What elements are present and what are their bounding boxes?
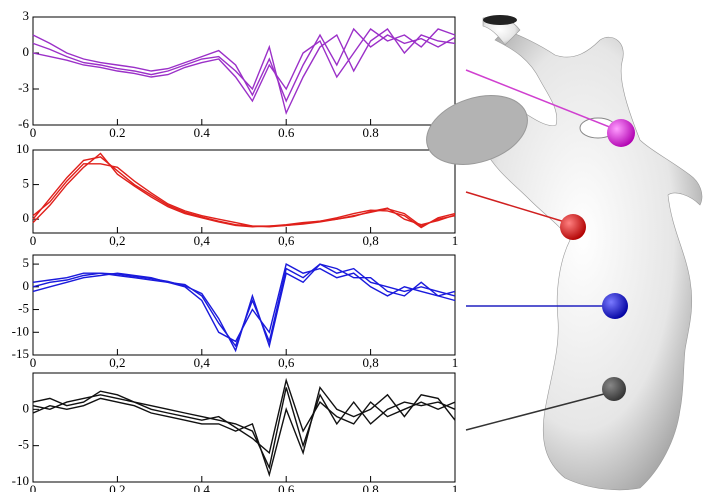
plot-panel: -15 -10 -5 0 5 0 0,2 0,4 0,6 0,8 1 [12, 255, 459, 370]
x-tick-label: 0,8 [362, 355, 378, 370]
x-tick-label: 0.8 [362, 125, 378, 140]
plot-frame [33, 17, 455, 125]
plot-panel: -10 -5 0 0 0.2 0.4 0.6 0.8 1 [12, 373, 459, 492]
data-line [33, 380, 455, 453]
data-line [33, 388, 455, 475]
data-line [33, 264, 455, 350]
vessel-body [485, 30, 702, 490]
vessel-render [418, 15, 702, 490]
x-tick-label: 0,4 [194, 355, 211, 370]
x-tick-label: 1 [452, 482, 459, 492]
probe-sphere [560, 214, 586, 240]
figure: -6-30300.20.40.60.81051000,20,40,60,81-1… [0, 0, 707, 492]
x-tick-label: 0 [30, 482, 37, 492]
plot-frame [33, 255, 455, 355]
y-tick-label: 0 [23, 44, 30, 59]
y-tick-label: 10 [16, 141, 29, 156]
y-tick-label: 0 [23, 210, 30, 225]
y-tick-label: -5 [18, 437, 29, 452]
plot-panel: 0 5 10 0 0,2 0,4 0,6 0,8 1 [16, 141, 458, 248]
plot-frame [33, 150, 455, 233]
x-tick-label: 0.8 [362, 482, 378, 492]
y-tick-label: 3 [23, 8, 30, 23]
y-tick-label: 5 [23, 176, 30, 191]
vessel-top-opening [483, 15, 517, 25]
x-tick-label: 1 [452, 233, 459, 248]
x-tick-label: 0 [30, 355, 37, 370]
probe-sphere [602, 377, 626, 401]
charts: -6-30300.20.40.60.81051000,20,40,60,81-1… [12, 8, 459, 492]
y-tick-label: -5 [18, 301, 29, 316]
data-line [33, 157, 455, 226]
x-tick-label: 0 [30, 233, 37, 248]
x-tick-label: 0,2 [109, 233, 125, 248]
x-tick-label: 1 [452, 355, 459, 370]
x-tick-label: 0,4 [194, 233, 211, 248]
x-tick-label: 0.2 [109, 482, 125, 492]
probe-sphere [607, 119, 635, 147]
y-tick-label: 5 [23, 255, 30, 270]
y-tick-label: -6 [18, 116, 29, 131]
probe-sphere [602, 293, 628, 319]
y-tick-label: 0 [23, 400, 30, 415]
x-tick-label: 0 [30, 125, 37, 140]
data-line [33, 164, 455, 228]
x-tick-label: 0.4 [194, 125, 211, 140]
x-tick-label: 0.6 [278, 125, 295, 140]
x-tick-label: 0,6 [278, 355, 295, 370]
y-tick-label: -3 [18, 80, 29, 95]
data-line [33, 29, 455, 113]
x-tick-label: 0,6 [278, 233, 295, 248]
y-tick-label: -10 [12, 323, 29, 338]
y-tick-label: -15 [12, 346, 29, 361]
data-line [33, 264, 455, 341]
x-tick-label: 0.6 [278, 482, 295, 492]
x-tick-label: 0,8 [362, 233, 378, 248]
x-tick-label: 0,2 [109, 355, 125, 370]
x-tick-label: 0.2 [109, 125, 125, 140]
x-tick-label: 0.4 [194, 482, 211, 492]
y-tick-label: 0 [23, 278, 30, 293]
y-tick-label: -10 [12, 473, 29, 488]
